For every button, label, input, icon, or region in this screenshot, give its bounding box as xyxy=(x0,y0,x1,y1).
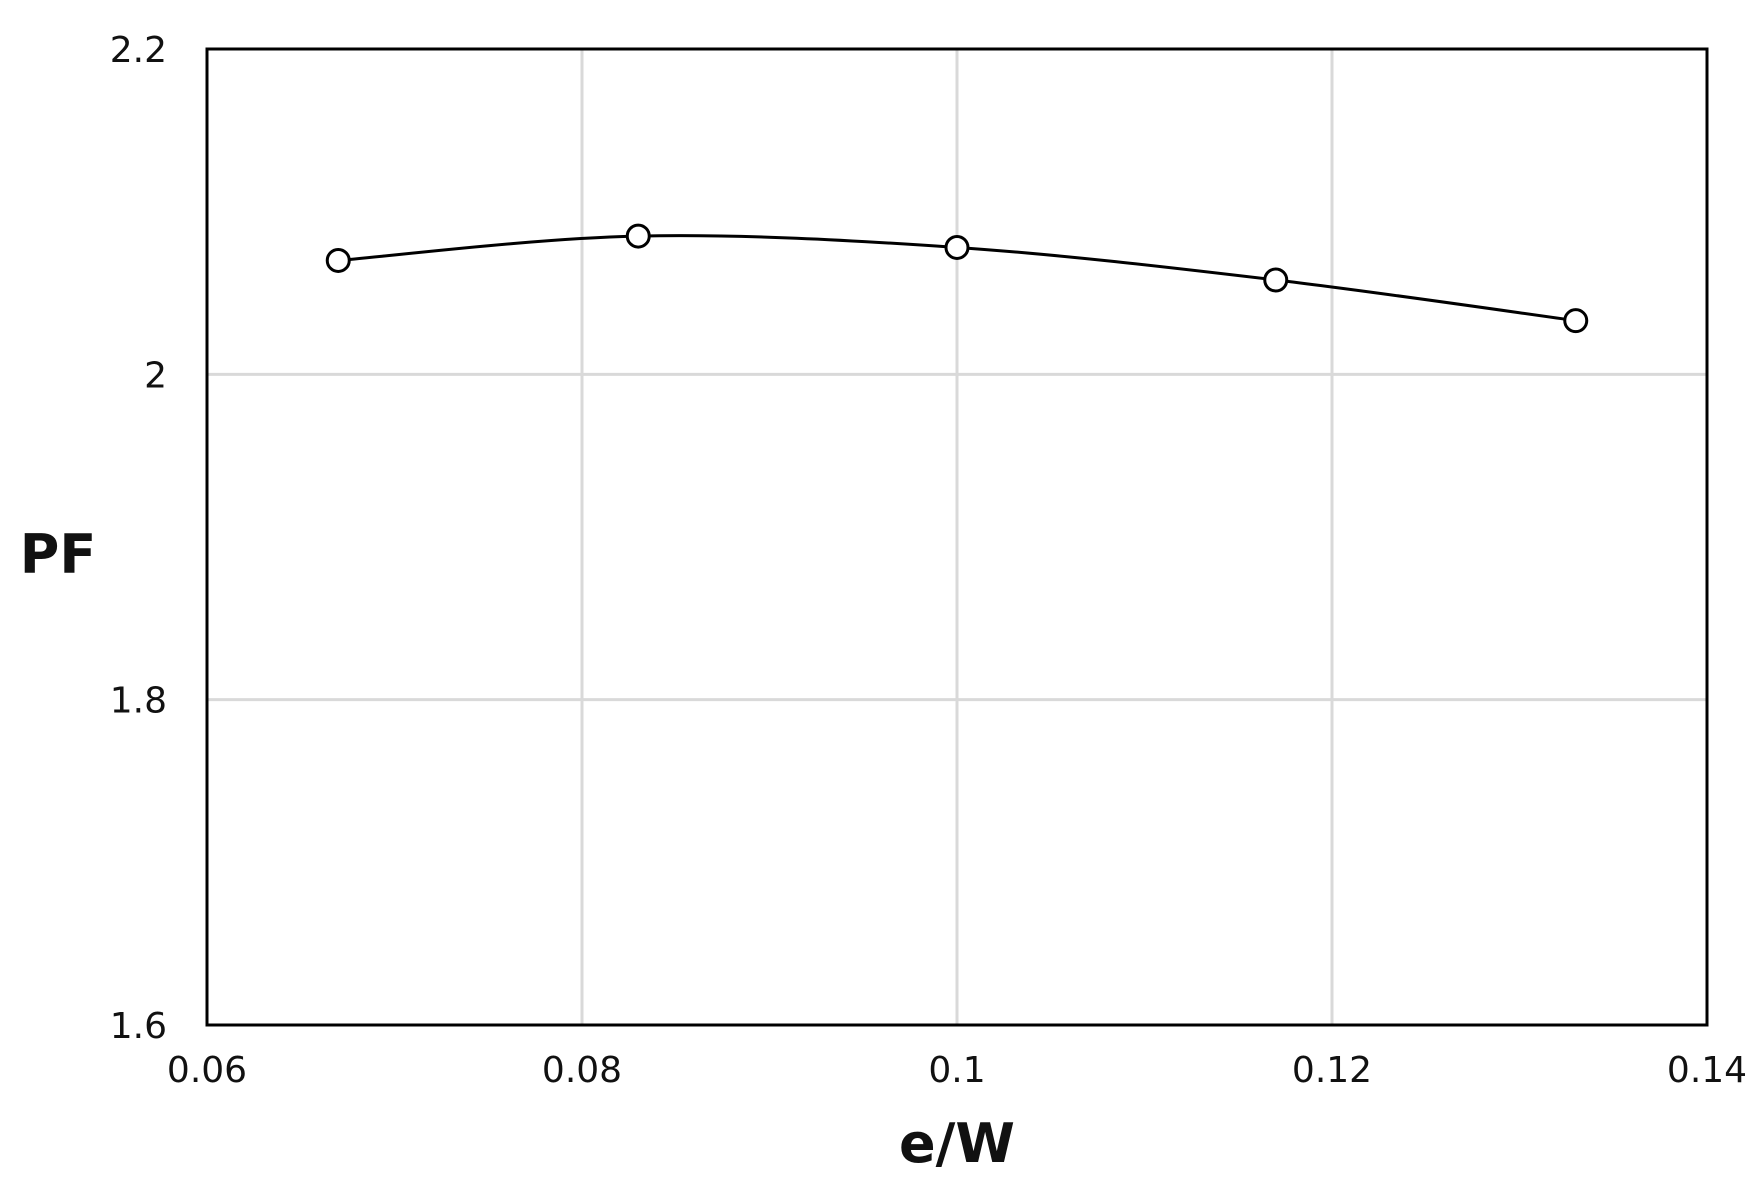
y-tick-label: 2.2 xyxy=(110,30,167,71)
data-point xyxy=(944,234,970,260)
x-tick-label: 0.14 xyxy=(1667,1050,1747,1091)
y-tick-label: 2 xyxy=(144,355,167,396)
x-tick-label: 0.06 xyxy=(167,1050,247,1091)
y-tick-label: 1.6 xyxy=(110,1006,167,1047)
y-axis-title: PF xyxy=(20,523,96,586)
data-point xyxy=(325,247,351,273)
data-point xyxy=(1263,267,1289,293)
x-tick-label: 0.08 xyxy=(542,1050,622,1091)
tick-labels: 0.06 0.08 0.1 0.12 0.14 1.6 1.8 2 2.2 xyxy=(110,30,1747,1091)
x-tick-label: 0.1 xyxy=(928,1050,985,1091)
data-point xyxy=(625,223,651,249)
y-tick-label: 1.8 xyxy=(110,681,167,722)
data-point xyxy=(1563,308,1589,334)
x-tick-label: 0.12 xyxy=(1292,1050,1372,1091)
x-axis-title: e/W xyxy=(899,1112,1015,1175)
grid xyxy=(207,49,1707,1025)
plot-frame xyxy=(205,47,1709,1027)
series-layer xyxy=(325,223,1589,334)
